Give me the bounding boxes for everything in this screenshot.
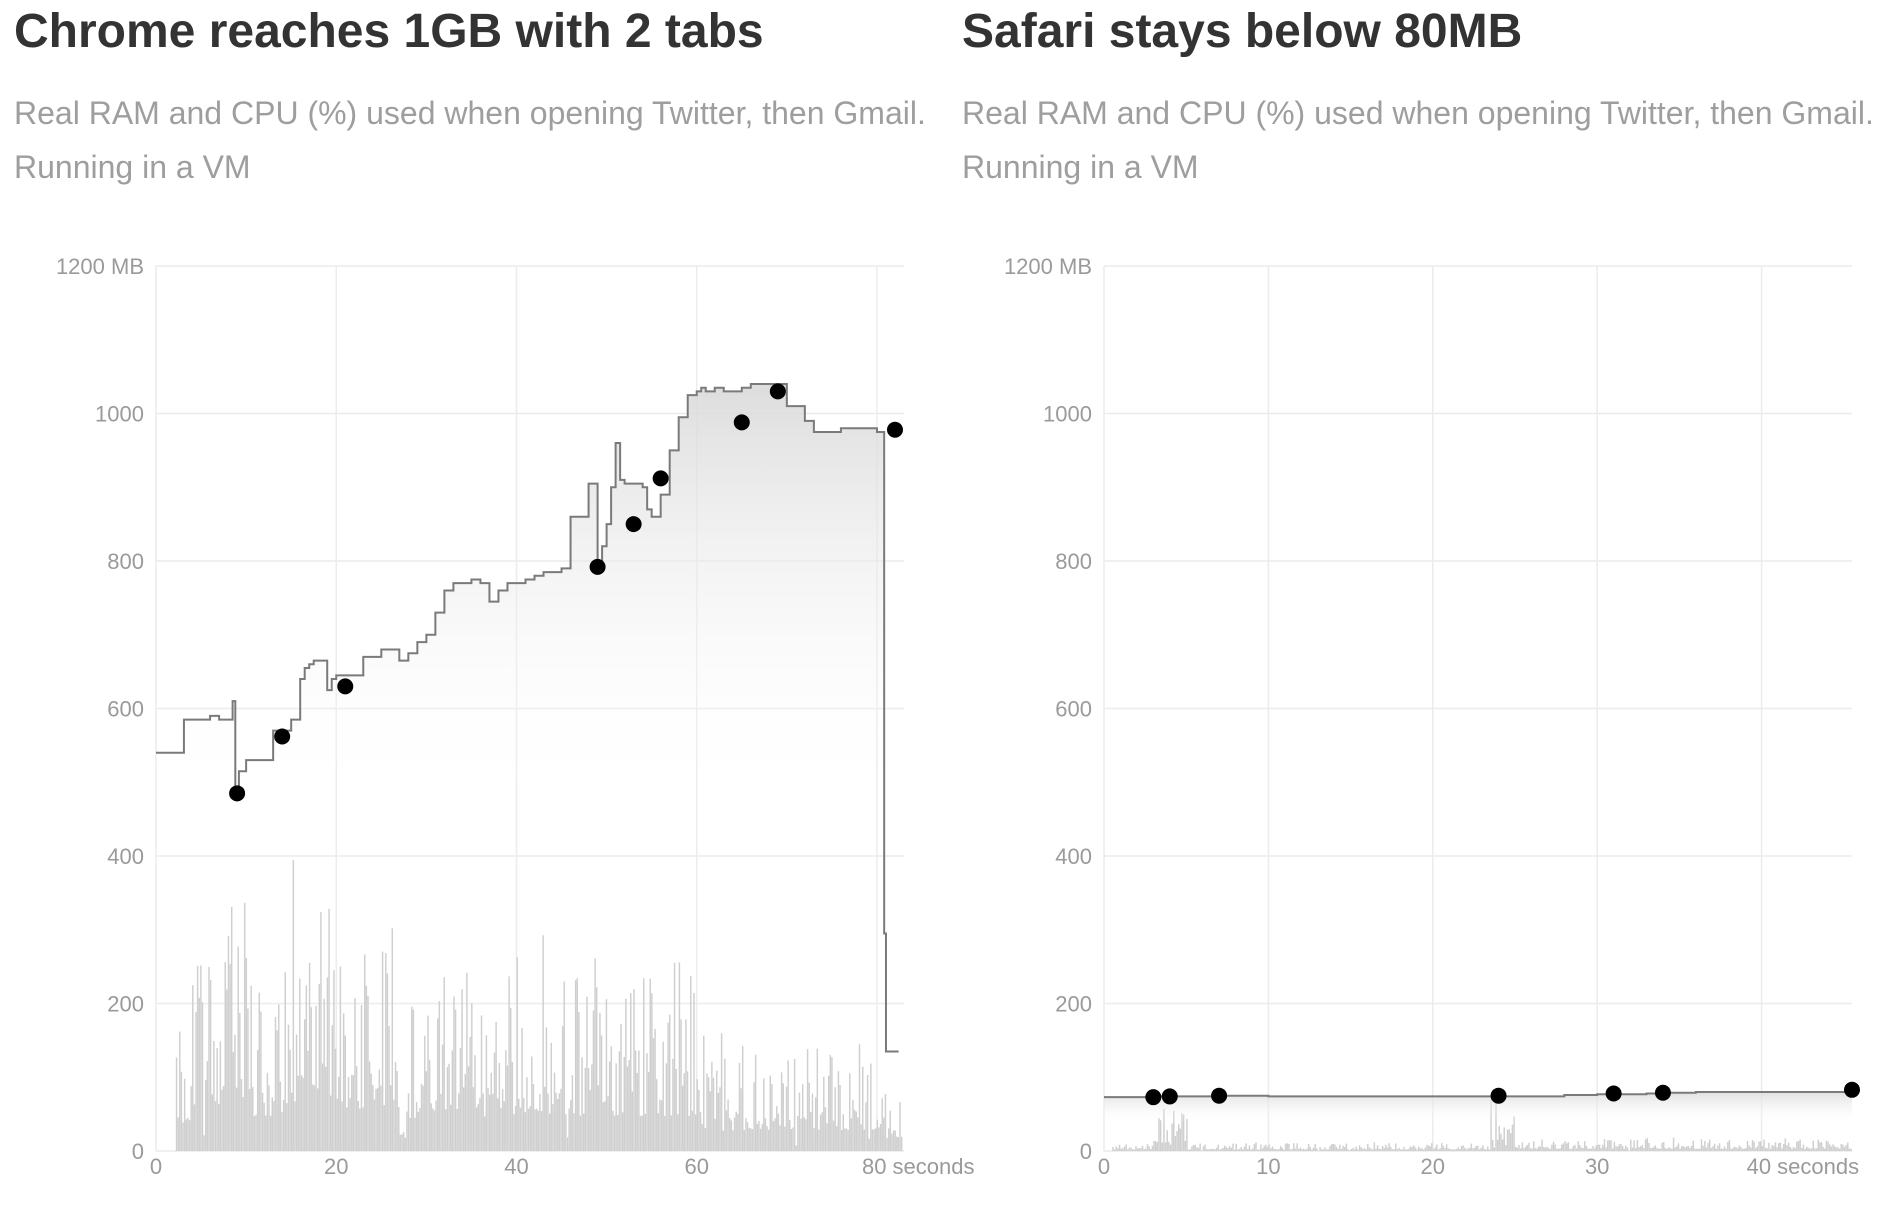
event-marker	[337, 678, 354, 695]
cpu-bar	[899, 1102, 901, 1151]
x-tick-label: 20	[1421, 1154, 1445, 1179]
event-marker	[769, 383, 786, 400]
x-axis-labels: 0 10 20 30 40 seconds	[1098, 1154, 1859, 1179]
cpu-bar	[900, 1136, 903, 1151]
event-marker	[1490, 1087, 1507, 1104]
event-marker	[625, 516, 642, 533]
x-axis-labels: 0 20 40 60 80 seconds	[150, 1154, 975, 1179]
event-marker	[1211, 1087, 1228, 1104]
event-marker	[886, 421, 903, 438]
x-tick-label: 40	[504, 1154, 528, 1179]
y-tick-label: 0	[1080, 1139, 1092, 1164]
y-tick-label: 600	[107, 697, 144, 722]
x-tick-label: 0	[150, 1154, 162, 1179]
y-tick-label: 1200 MB	[56, 254, 144, 279]
x-tick-label: 10	[1256, 1154, 1280, 1179]
y-tick-label: 600	[1055, 697, 1092, 722]
event-marker	[1654, 1084, 1671, 1101]
chart-title: Chrome reaches 1GB with 2 tabs	[14, 5, 764, 58]
y-tick-label: 800	[107, 549, 144, 574]
chart-title: Safari stays below 80MB	[962, 5, 1523, 58]
y-tick-label: 1200 MB	[1004, 254, 1092, 279]
x-tick-label: 80 seconds	[862, 1154, 975, 1179]
y-tick-label: 0	[132, 1139, 144, 1164]
event-marker	[1161, 1088, 1178, 1105]
event-marker	[1605, 1085, 1622, 1102]
safari-plot: 0 200 400 600 800 1000 1200 MB 0 10 20 30 40 second…	[1004, 254, 1860, 1179]
ram-line	[1104, 1090, 1853, 1099]
y-tick-label: 1000	[1043, 402, 1092, 427]
x-tick-label: 40 seconds	[1747, 1154, 1860, 1179]
y-axis-labels: 0 200 400 600 800 1000 1200 MB	[56, 254, 144, 1164]
event-marker	[274, 728, 291, 745]
subtitle-line: Real RAM and CPU (%) used when opening T…	[962, 95, 1874, 131]
ram-area	[156, 384, 899, 1151]
chart-subtitle: Real RAM and CPU (%) used when opening T…	[962, 86, 1896, 194]
chrome-chart-panel: Chrome reaches 1GB with 2 tabs Real RAM …	[14, 0, 975, 1208]
chrome-plot: 0 200 400 600 800 1000 1200 MB 0 20 40 60 80 second…	[56, 254, 975, 1179]
event-marker	[1844, 1081, 1860, 1098]
y-tick-label: 1000	[95, 402, 144, 427]
safari-chart-panel: Safari stays below 80MB Real RAM and CPU…	[962, 0, 1896, 1208]
x-tick-label: 60	[684, 1154, 708, 1179]
y-tick-label: 800	[1055, 549, 1092, 574]
event-marker	[733, 414, 750, 431]
y-tick-label: 400	[1055, 844, 1092, 869]
subtitle-line: Real RAM and CPU (%) used when opening T…	[14, 95, 926, 131]
event-marker	[229, 785, 246, 802]
y-axis-labels: 0 200 400 600 800 1000 1200 MB	[1004, 254, 1092, 1164]
event-marker	[1145, 1089, 1162, 1106]
event-marker	[652, 470, 669, 487]
y-tick-label: 200	[1055, 992, 1092, 1017]
subtitle-line: Running in a VM	[14, 149, 251, 185]
chart-subtitle: Real RAM and CPU (%) used when opening T…	[14, 86, 954, 194]
x-tick-label: 30	[1585, 1154, 1609, 1179]
subtitle-line: Running in a VM	[962, 149, 1199, 185]
ram-line	[156, 383, 899, 1053]
x-tick-label: 20	[324, 1154, 348, 1179]
event-markers	[229, 383, 903, 802]
y-tick-label: 400	[107, 844, 144, 869]
event-marker	[589, 558, 606, 575]
event-markers	[1145, 1081, 1860, 1106]
x-tick-label: 0	[1098, 1154, 1110, 1179]
ram-area	[1104, 1090, 1852, 1151]
y-tick-label: 200	[107, 992, 144, 1017]
gridlines	[1103, 265, 1852, 1152]
